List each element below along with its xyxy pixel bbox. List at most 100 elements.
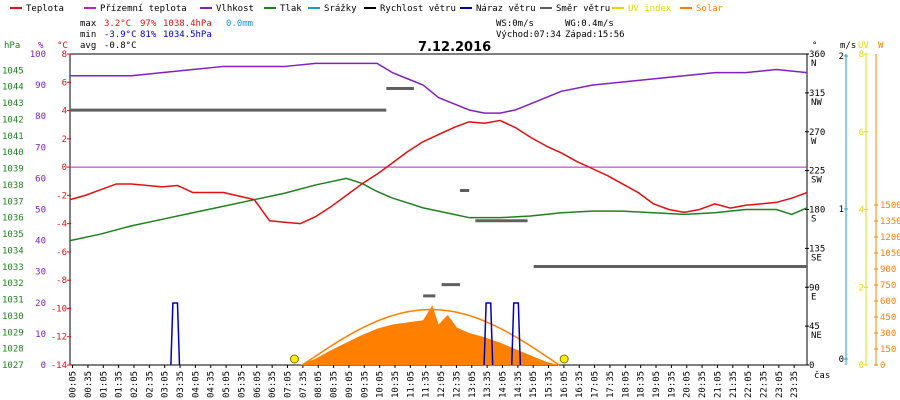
time-tick-label: 04:35: [207, 371, 217, 398]
uv-tick-label: 6: [859, 128, 864, 138]
solar-tick-label: 1350: [880, 217, 900, 227]
time-tick-label: 09:35: [360, 371, 370, 398]
unit-humidity: %: [38, 41, 44, 51]
unit-uv: UV: [858, 41, 869, 51]
stats-ws: WS:0m/s: [496, 19, 534, 29]
stats-max-press: 1038.4hPa: [163, 19, 212, 29]
time-tick-label: 08:35: [330, 371, 340, 398]
solar-tick-label: 1200: [880, 233, 900, 243]
unit-wind-speed: m/s: [840, 41, 856, 51]
stats-max-hum: 97%: [140, 19, 157, 29]
time-tick-label: 00:35: [84, 371, 94, 398]
wind-gust-peak: [510, 302, 522, 366]
pressure-tick-label: 1027: [2, 361, 24, 371]
time-tick-label: 22:35: [759, 371, 769, 398]
time-tick-label: 21:05: [713, 371, 723, 398]
time-tick-label: 01:35: [115, 371, 125, 398]
pressure-tick-label: 1035: [2, 230, 24, 240]
pressure-tick-label: 1033: [2, 263, 24, 273]
stats-min-temp: -3.9°C: [104, 30, 137, 40]
time-tick-label: 07:05: [284, 371, 294, 398]
uv-tick-label: 2: [859, 283, 864, 293]
stats-min-hum: 81%: [140, 30, 157, 40]
time-tick-label: 22:05: [744, 371, 754, 398]
time-tick-label: 17:35: [606, 371, 616, 398]
temperature-tick-label: 2: [62, 135, 67, 145]
humidity-line: [70, 62, 808, 114]
time-tick-label: 02:35: [145, 371, 155, 398]
wind-speed-tick-label: 2: [839, 52, 844, 62]
time-tick-label: 11:05: [406, 371, 416, 398]
uv-tick-label: 4: [859, 206, 864, 216]
pressure-tick-label: 1038: [2, 181, 24, 191]
temperature-tick-label: 8: [62, 50, 67, 60]
humidity-tick-label: 10: [35, 330, 46, 340]
unit-solar: W: [878, 41, 884, 51]
pressure-tick-label: 1039: [2, 165, 24, 175]
time-tick-label: 15:05: [529, 371, 539, 398]
legend-vlhkost: Vlhkost: [216, 4, 254, 14]
solar-theoretical-curve: [302, 308, 560, 366]
temperature-tick-label: -14: [51, 361, 67, 371]
legend-rychlost-vetru: Rychlost větru: [380, 4, 456, 14]
time-tick-label: 20:35: [698, 371, 708, 398]
pressure-tick-label: 1032: [2, 279, 24, 289]
unit-pressure: hPa: [4, 41, 20, 51]
legend-naraz-vetru: Náraz větru: [476, 4, 536, 14]
time-tick-label: 18:35: [637, 371, 647, 398]
stats-max-rain: 0.0mm: [226, 19, 253, 29]
time-tick-label: 10:05: [376, 371, 386, 398]
time-tick-label: 03:35: [176, 371, 186, 398]
time-tick-label: 19:35: [667, 371, 677, 398]
time-tick-label: 16:35: [575, 371, 585, 398]
axes-ticks: 1045104410431042104110401039103810371036…: [2, 50, 900, 398]
temperature-tick-label: -12: [51, 333, 67, 343]
uv-tick-label: 8: [859, 50, 864, 60]
time-tick-label: 23:05: [775, 371, 785, 398]
wind-dir-compass-label: W: [811, 137, 817, 147]
sunset-marker: [559, 354, 569, 364]
legend-uv-index: UV index: [628, 4, 672, 14]
time-tick-label: 16:05: [560, 371, 570, 398]
humidity-tick-label: 80: [35, 112, 46, 122]
time-tick-label: 00:05: [69, 371, 79, 398]
pressure-tick-label: 1028: [2, 345, 24, 355]
time-tick-label: 23:35: [790, 371, 800, 398]
pressure-tick-label: 1044: [2, 83, 24, 93]
time-tick-label: 14:35: [514, 371, 524, 398]
time-tick-label: 12:05: [437, 371, 447, 398]
temperature-tick-label: 6: [62, 78, 67, 88]
time-tick-label: 01:05: [99, 371, 109, 398]
temperature-tick-label: -2: [56, 191, 67, 201]
stats-max-temp: 3.2°C: [104, 19, 131, 29]
solar-tick-label: 1050: [880, 249, 900, 259]
wind-dir-tick-label: 225: [809, 167, 825, 177]
wind-dir-tick-label: 315: [809, 89, 825, 99]
legend-solar: Solar: [696, 4, 724, 14]
time-tick-label: 18:05: [621, 371, 631, 398]
humidity-tick-label: 40: [35, 237, 46, 247]
sunrise-marker: [289, 354, 299, 364]
pressure-tick-label: 1037: [2, 197, 24, 207]
stats-sunset: Západ:15:56: [565, 30, 625, 40]
pressure-line: [69, 177, 808, 242]
stats-sunrise: Východ:07:34: [496, 30, 561, 40]
wind-dir-tick-label: 90: [809, 283, 820, 293]
solar-tick-label: 750: [880, 281, 896, 291]
legend: Teplota Přízemní teplota Vlhkost Tlak Sr…: [10, 4, 724, 14]
temperature-tick-label: -8: [56, 276, 67, 286]
pressure-tick-label: 1042: [2, 115, 24, 125]
time-tick-label: 02:05: [130, 371, 140, 398]
pressure-tick-label: 1031: [2, 296, 24, 306]
wind-gust-peak: [170, 302, 181, 366]
time-tick-label: 11:35: [422, 371, 432, 398]
pressure-tick-label: 1034: [2, 246, 24, 256]
wind-dir-compass-label: NW: [811, 98, 822, 108]
solar-tick-label: 450: [880, 313, 896, 323]
time-tick-label: 03:05: [161, 371, 171, 398]
data-series: [69, 62, 808, 366]
pressure-tick-label: 1045: [2, 66, 24, 76]
time-tick-label: 20:05: [683, 371, 693, 398]
